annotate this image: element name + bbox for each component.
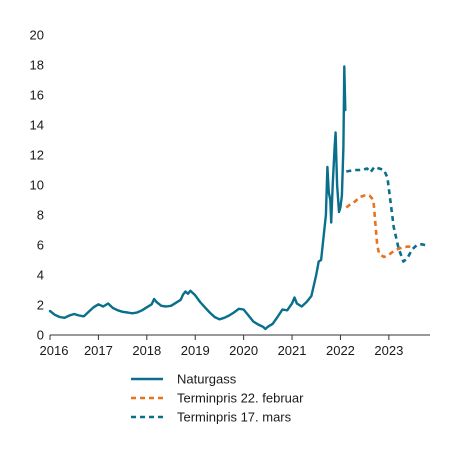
y-tick-label: 20: [30, 28, 44, 43]
y-tick-label: 4: [37, 268, 44, 283]
series-line-terminpris-22-februar: [345, 194, 414, 259]
x-tick-label: 2021: [278, 343, 307, 358]
x-tick-label: 2023: [374, 343, 403, 358]
legend-label: Naturgass: [177, 372, 237, 387]
y-tick-label: 18: [30, 58, 44, 73]
x-axis: 2016 2017 2018 2019 2020 2021 2022 2023: [40, 334, 430, 358]
y-tick-label: 2: [37, 298, 44, 313]
x-tick-label: 2020: [229, 343, 258, 358]
y-tick-label: 12: [30, 148, 44, 163]
y-tick-label: 0: [37, 328, 44, 343]
series-layer: [48, 65, 428, 331]
y-tick-label: 16: [30, 88, 44, 103]
y-tick-label: 8: [37, 208, 44, 223]
x-tick-label: 2019: [181, 343, 210, 358]
series-line-naturgass: [48, 65, 347, 331]
legend: Naturgass Terminpris 22. februar Terminpri…: [131, 372, 304, 425]
legend-label: Terminpris 22. februar: [177, 391, 304, 406]
y-tick-label: 14: [30, 118, 44, 133]
x-tick-label: 2022: [326, 343, 355, 358]
y-tick-label: 6: [37, 238, 44, 253]
series-line-terminpris-17-mars: [346, 165, 428, 263]
x-tick-label: 2018: [132, 343, 161, 358]
legend-label: Terminpris 17. mars: [177, 410, 292, 425]
y-axis: 0 2 4 6 8 10 12 14 16 18 20: [30, 28, 44, 343]
x-tick-label: 2017: [84, 343, 113, 358]
x-tick-label: 2016: [40, 343, 69, 358]
y-tick-label: 10: [30, 178, 44, 193]
